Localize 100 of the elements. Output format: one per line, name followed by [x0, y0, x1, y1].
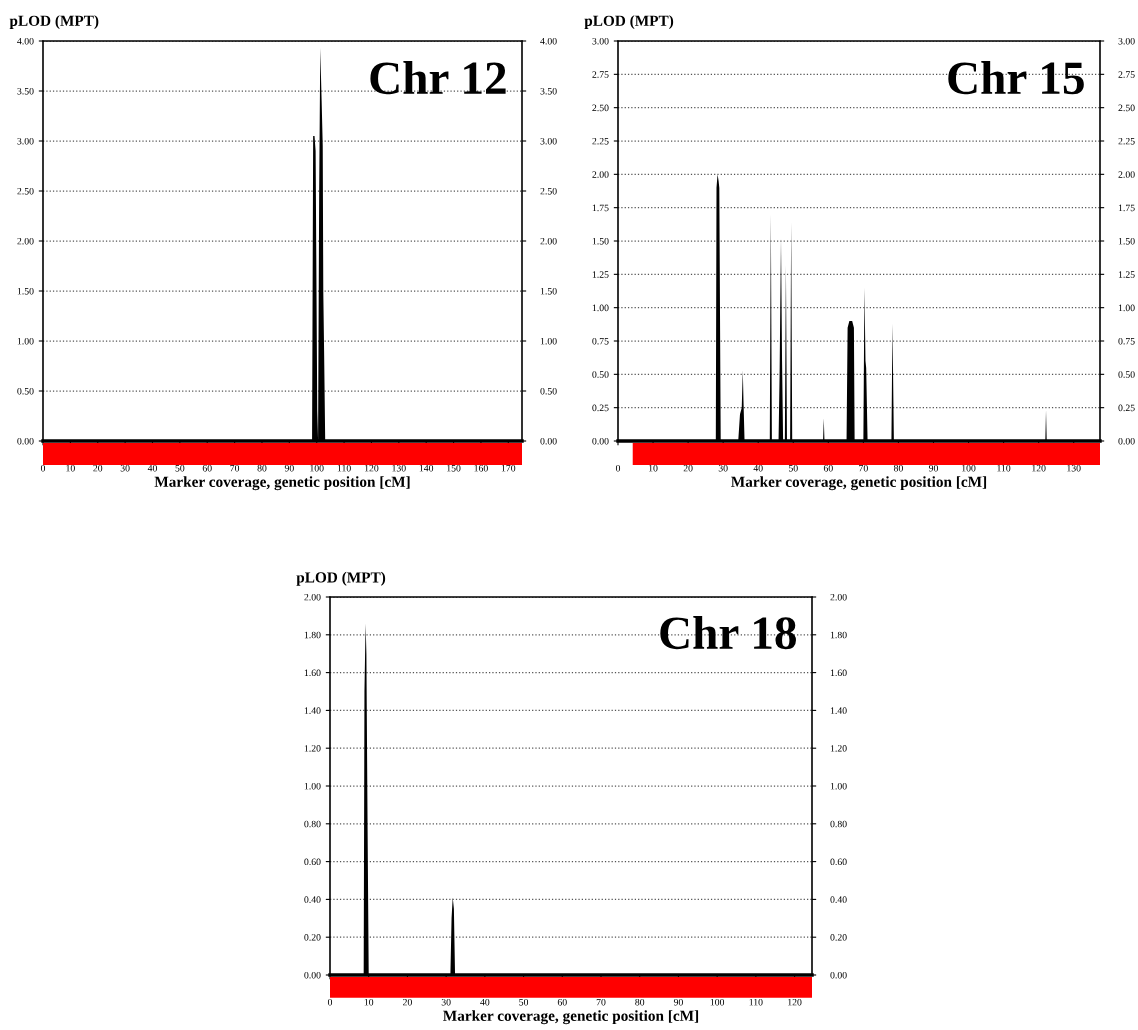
- y-tick-label: 4.00: [17, 37, 34, 45]
- y-tick-label: 2.00: [304, 593, 321, 601]
- annotation: Chr 12: [370, 61, 506, 95]
- x-axis-title: Marker coverage, genetic position [cM]: [154, 476, 410, 491]
- y-axis-title: pLOD (MPT): [9, 15, 99, 29]
- y2-tick-label: 1.60: [830, 669, 847, 677]
- y-tick-label: 0.60: [304, 858, 321, 866]
- x-tick-label: 10: [649, 464, 658, 472]
- y-tick-label: 1.00: [17, 337, 34, 345]
- x-tick-label: 130: [1067, 464, 1081, 472]
- x-tick-label: 70: [230, 464, 240, 472]
- y2-tick-label: 1.20: [830, 745, 847, 752]
- y2-tick-label: 0.60: [830, 858, 847, 866]
- x-tick-label: 80: [635, 998, 645, 1006]
- x-tick-label: 170: [501, 464, 516, 472]
- y-tick-label: 0.25: [592, 404, 609, 412]
- x-tick-label: 0: [40, 464, 46, 472]
- y2-tick-label: 2.00: [830, 593, 847, 601]
- x-tick-label: 40: [753, 464, 763, 472]
- x-tick-label: 20: [93, 464, 103, 472]
- x-tick-label: 100: [710, 998, 725, 1006]
- y2-tick-label: 3.50: [540, 87, 557, 95]
- y2-tick-label: 0.50: [1118, 371, 1135, 378]
- x-tick-label: 30: [120, 464, 130, 472]
- y-tick-label: 0.40: [304, 896, 321, 903]
- y2-tick-label: 0.20: [830, 934, 847, 941]
- y2-tick-label: 0.75: [1118, 337, 1135, 345]
- x-tick-label: 0: [615, 464, 621, 472]
- y-tick-label: 2.50: [17, 187, 34, 195]
- y2-tick-label: 1.50: [1118, 237, 1135, 245]
- y2-tick-label: 0.25: [1118, 404, 1135, 412]
- y-tick-label: 0.00: [592, 437, 609, 445]
- x-tick-label: 50: [519, 998, 529, 1006]
- y-tick-label: 0.20: [304, 934, 321, 941]
- x-tick-label: 100: [962, 464, 976, 472]
- y-tick-label: 1.80: [304, 631, 321, 639]
- y-tick-label: 1.00: [592, 304, 609, 312]
- x-tick-label: 20: [403, 998, 412, 1006]
- x-tick-label: 110: [749, 998, 763, 1006]
- y2-tick-label: 3.00: [540, 137, 557, 145]
- y-tick-label: 0.75: [592, 337, 609, 345]
- y2-tick-label: 0.40: [830, 896, 847, 903]
- y2-tick-label: 1.50: [540, 287, 557, 295]
- y-tick-label: 0.00: [304, 971, 321, 979]
- x-tick-label: 160: [474, 464, 488, 472]
- x-axis-title: Marker coverage, genetic position [cM]: [443, 1010, 699, 1025]
- y2-tick-label: 1.25: [1118, 271, 1135, 278]
- y-tick-label: 0.50: [17, 387, 34, 395]
- x-tick-label: 80: [257, 464, 267, 472]
- y-tick-label: 3.50: [17, 87, 34, 95]
- x-tick-label: 120: [1032, 464, 1046, 472]
- y-axis-title: pLOD (MPT): [584, 15, 674, 29]
- y2-tick-label: 0.50: [540, 387, 557, 395]
- y2-tick-label: 1.40: [830, 707, 847, 714]
- y-tick-label: 3.00: [17, 137, 34, 145]
- x-tick-label: 90: [284, 464, 294, 472]
- y2-tick-label: 2.50: [1118, 104, 1135, 112]
- y-tick-label: 2.50: [592, 104, 609, 112]
- x-tick-label: 60: [823, 464, 833, 472]
- x-tick-label: 10: [66, 464, 75, 472]
- y-tick-label: 2.75: [592, 71, 609, 78]
- y2-tick-label: 1.75: [1118, 204, 1135, 212]
- y-tick-label: 1.50: [17, 287, 34, 295]
- y2-tick-label: 0.00: [830, 971, 847, 979]
- x-tick-label: 70: [596, 998, 606, 1006]
- y-tick-label: 1.75: [592, 204, 609, 212]
- x-tick-label: 120: [365, 464, 379, 472]
- y2-tick-label: 1.00: [830, 782, 847, 790]
- y-tick-label: 1.60: [304, 669, 321, 677]
- y2-tick-label: 3.00: [1118, 37, 1135, 45]
- y-tick-label: 1.00: [304, 782, 321, 790]
- y-tick-label: 0.50: [592, 371, 609, 378]
- x-tick-label: 20: [683, 464, 693, 472]
- x-tick-label: 90: [928, 464, 938, 472]
- y2-tick-label: 1.00: [1118, 304, 1135, 312]
- y-tick-label: 0.80: [304, 820, 321, 828]
- y2-tick-label: 1.00: [540, 337, 557, 345]
- x-tick-label: 30: [441, 998, 451, 1006]
- x-tick-label: 30: [718, 464, 728, 472]
- x-tick-label: 60: [557, 998, 567, 1006]
- x-axis-title: Marker coverage, genetic position [cM]: [731, 476, 987, 491]
- y2-tick-label: 2.00: [540, 237, 557, 245]
- x-tick-label: 140: [419, 464, 434, 472]
- x-tick-label: 130: [392, 464, 406, 472]
- x-tick-label: 70: [859, 464, 868, 472]
- y2-tick-label: 0.00: [1118, 437, 1135, 445]
- y2-tick-label: 2.50: [540, 187, 557, 195]
- x-tick-label: 110: [337, 464, 351, 472]
- annotation: Chr 18: [660, 615, 796, 650]
- x-tick-label: 40: [480, 998, 490, 1006]
- y-tick-label: 2.00: [592, 171, 609, 178]
- x-tick-label: 50: [175, 464, 185, 472]
- x-tick-label: 0: [327, 998, 333, 1006]
- y-tick-label: 2.00: [17, 237, 34, 245]
- x-tick-label: 10: [364, 998, 374, 1006]
- x-tick-label: 120: [788, 998, 802, 1006]
- y-tick-label: 0.00: [17, 437, 34, 445]
- y2-tick-label: 1.80: [830, 631, 847, 639]
- y-axis-title: pLOD (MPT): [296, 571, 386, 586]
- y-tick-label: 1.40: [304, 707, 321, 714]
